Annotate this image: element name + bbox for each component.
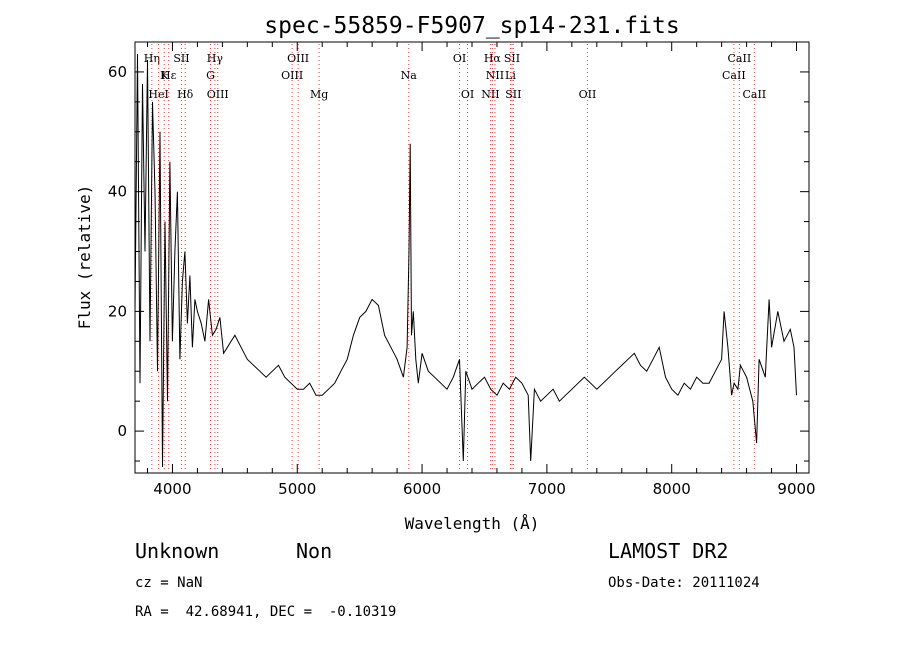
redshift-cz: cz = NaN <box>135 575 203 591</box>
spectral-line-label: OIII <box>287 52 309 65</box>
spectral-line-label: OIII <box>207 88 229 101</box>
spectral-line-label: CaII <box>728 52 752 65</box>
x-tick-label: 7000 <box>528 480 566 498</box>
x-tick-label: 5000 <box>278 480 316 498</box>
spectral-line-label: Hε <box>161 69 177 82</box>
y-axis-label: Flux (relative) <box>75 185 94 330</box>
survey-name: LAMOST DR2 <box>608 539 729 563</box>
object-class: Unknown <box>135 539 220 563</box>
y-tick-label: 60 <box>108 63 127 81</box>
x-tick-label: 8000 <box>653 480 691 498</box>
x-tick-label: 6000 <box>403 480 441 498</box>
spectral-line-label: OI <box>453 52 466 65</box>
series-layer <box>134 53 797 468</box>
spectral-line-label: OI <box>461 88 474 101</box>
spectral-line-label: CaII <box>722 69 746 82</box>
spectral-line-label: SII <box>504 52 520 65</box>
spectral-line-label: Li <box>505 69 516 82</box>
spectral-line-label: SII <box>173 52 189 65</box>
chart-title: spec-55859-F5907_sp14-231.fits <box>264 13 679 39</box>
y-tick-label: 20 <box>108 302 127 320</box>
x-tick-label: 4000 <box>153 480 191 498</box>
x-axis-label: Wavelength (Å) <box>405 514 540 533</box>
y-tick-label: 40 <box>108 183 127 201</box>
spectral-line-label: CaII <box>742 88 766 101</box>
spectral-line-label: Hα <box>484 52 502 65</box>
spectral-line-label: K <box>160 69 169 82</box>
spectral-line-label: NII <box>486 69 504 82</box>
spectral-line-label: Mg <box>310 88 328 101</box>
spectral-line-label: G <box>206 69 215 82</box>
spectral-line-label: Hδ <box>177 88 194 101</box>
spectral-line-label: NII <box>481 88 499 101</box>
spectrum-series-line <box>134 53 797 468</box>
spectral-line-label: SII <box>505 88 521 101</box>
spectral-line-label: OII <box>579 88 597 101</box>
coordinates: RA = 42.68941, DEC = -0.10319 <box>135 604 397 620</box>
observation-date: Obs-Date: 20111024 <box>608 575 760 591</box>
spectral-line-label: OIII <box>281 69 303 82</box>
plot-frame <box>134 41 810 474</box>
spectral-line-label: Na <box>401 69 418 82</box>
ticks-layer: 4000 5000 6000 7000 8000 9000 0 20 40 60 <box>108 41 816 498</box>
y-tick-label: 0 <box>117 422 127 440</box>
spectral-line-label: Hη <box>144 52 160 65</box>
x-tick-label: 9000 <box>777 480 815 498</box>
object-subclass: Non <box>296 539 333 563</box>
spectral-line-label: Hγ <box>207 52 224 65</box>
spectral-line-label: HeI <box>148 88 168 101</box>
